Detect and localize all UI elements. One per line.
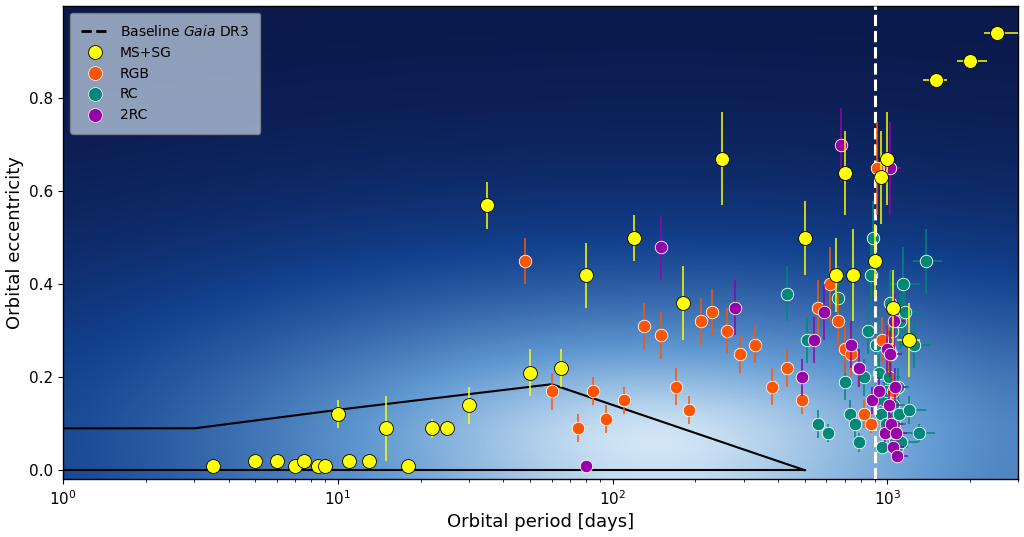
Legend: Baseline $Gaia$ DR3, MS+SG, RGB, RC, 2RC: Baseline $Gaia$ DR3, MS+SG, RGB, RC, 2RC [70, 12, 260, 134]
X-axis label: Orbital period [days]: Orbital period [days] [447, 513, 634, 532]
Y-axis label: Orbital eccentricity: Orbital eccentricity [5, 156, 24, 329]
